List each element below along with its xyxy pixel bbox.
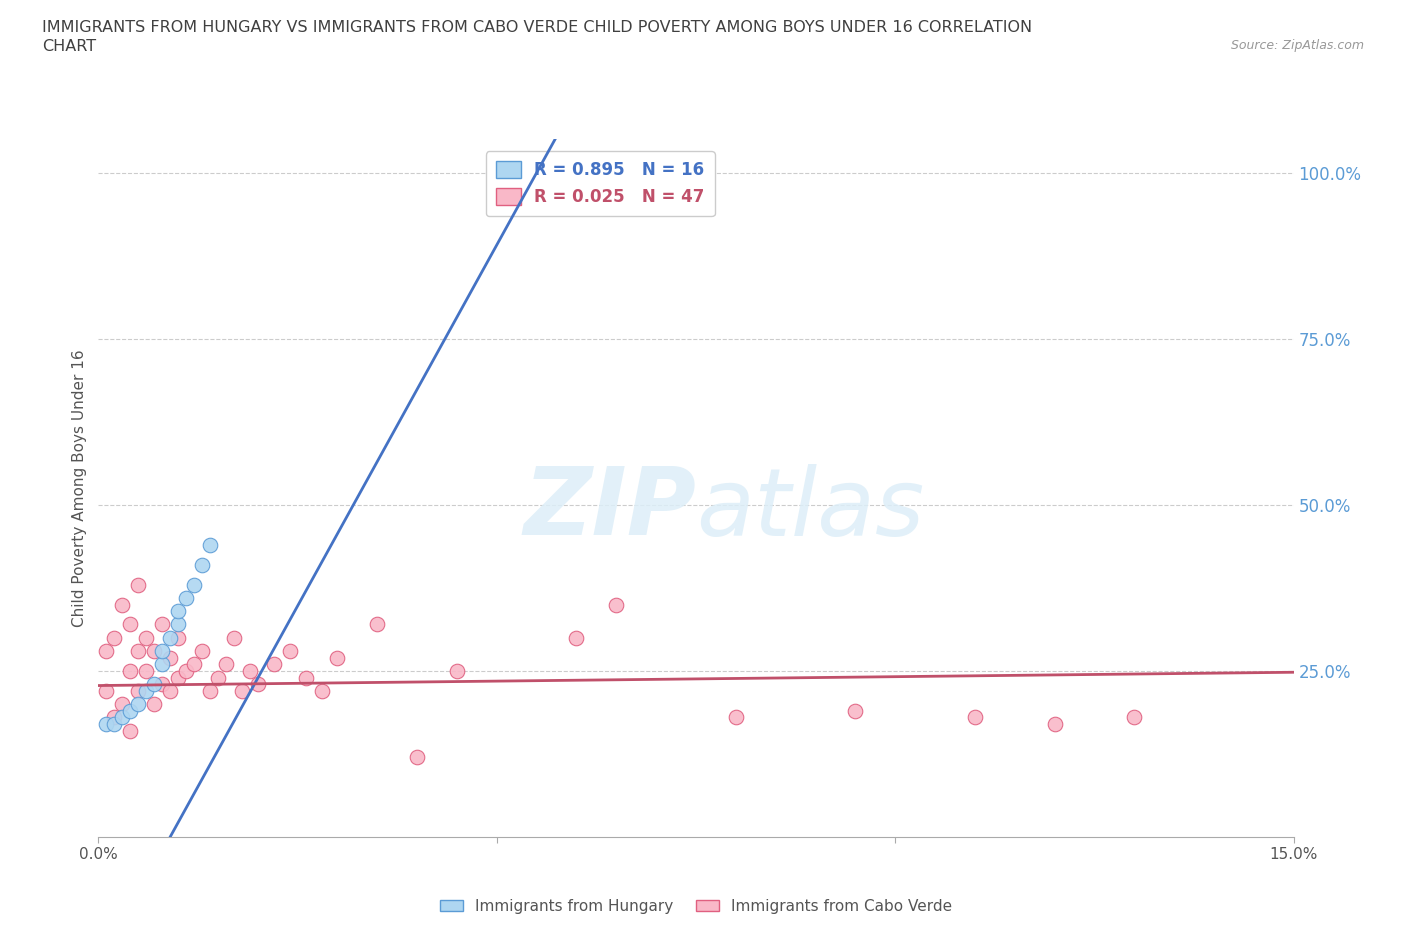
Point (263, 657, 285, 671)
Point (605, 597, 627, 612)
Point (143, 677, 166, 692)
Point (198, 684, 221, 698)
Point (159, 684, 181, 698)
Point (222, 631, 245, 645)
Point (294, 671, 316, 685)
Point (1123, 710, 1146, 724)
Point (96, 717, 118, 732)
Point (120, 724, 142, 738)
Point (143, 644, 166, 658)
Point (159, 650, 181, 665)
Point (406, 750, 429, 764)
Point (96, 684, 118, 698)
Point (127, 644, 149, 658)
Point (167, 604, 190, 618)
Point (844, 703, 866, 718)
Point (174, 663, 197, 678)
Point (120, 663, 142, 678)
Point (103, 631, 125, 645)
Point (120, 617, 142, 631)
Point (366, 617, 388, 631)
Text: IMMIGRANTS FROM HUNGARY VS IMMIGRANTS FROM CABO VERDE CHILD POVERTY AMONG BOYS U: IMMIGRANTS FROM HUNGARY VS IMMIGRANTS FR… (42, 20, 1032, 35)
Text: CHART: CHART (42, 39, 96, 54)
Point (143, 697, 166, 711)
Point (111, 710, 134, 724)
Point (111, 697, 134, 711)
Point (207, 671, 229, 685)
Point (183, 657, 205, 671)
Text: ZIP: ZIP (523, 463, 696, 555)
Point (127, 578, 149, 592)
Point (167, 617, 190, 631)
Legend: Immigrants from Hungary, Immigrants from Cabo Verde: Immigrants from Hungary, Immigrants from… (433, 893, 959, 920)
Point (150, 657, 173, 671)
Text: Source: ZipAtlas.com: Source: ZipAtlas.com (1230, 39, 1364, 52)
Point (111, 597, 134, 612)
Point (565, 631, 588, 645)
Point (246, 677, 269, 692)
Point (311, 684, 333, 698)
Text: atlas: atlas (696, 464, 924, 554)
Point (215, 657, 238, 671)
Point (1043, 717, 1066, 732)
Point (191, 644, 214, 658)
Point (239, 663, 262, 678)
Point (150, 644, 173, 658)
Point (159, 631, 181, 645)
Point (191, 557, 214, 572)
Point (167, 631, 190, 645)
Point (278, 644, 301, 658)
Point (135, 684, 157, 698)
Point (150, 617, 173, 631)
Point (231, 684, 253, 698)
Point (174, 591, 197, 605)
Point (724, 710, 747, 724)
Point (326, 650, 349, 665)
Point (150, 677, 173, 692)
Point (135, 631, 157, 645)
Point (103, 717, 125, 732)
Point (135, 663, 157, 678)
Point (963, 710, 986, 724)
Y-axis label: Child Poverty Among Boys Under 16: Child Poverty Among Boys Under 16 (72, 350, 87, 627)
Point (127, 684, 149, 698)
Point (198, 538, 221, 552)
Point (127, 697, 149, 711)
Point (167, 671, 190, 685)
Point (120, 703, 142, 718)
Point (183, 578, 205, 592)
Point (446, 663, 468, 678)
Point (103, 710, 125, 724)
Point (96, 644, 118, 658)
